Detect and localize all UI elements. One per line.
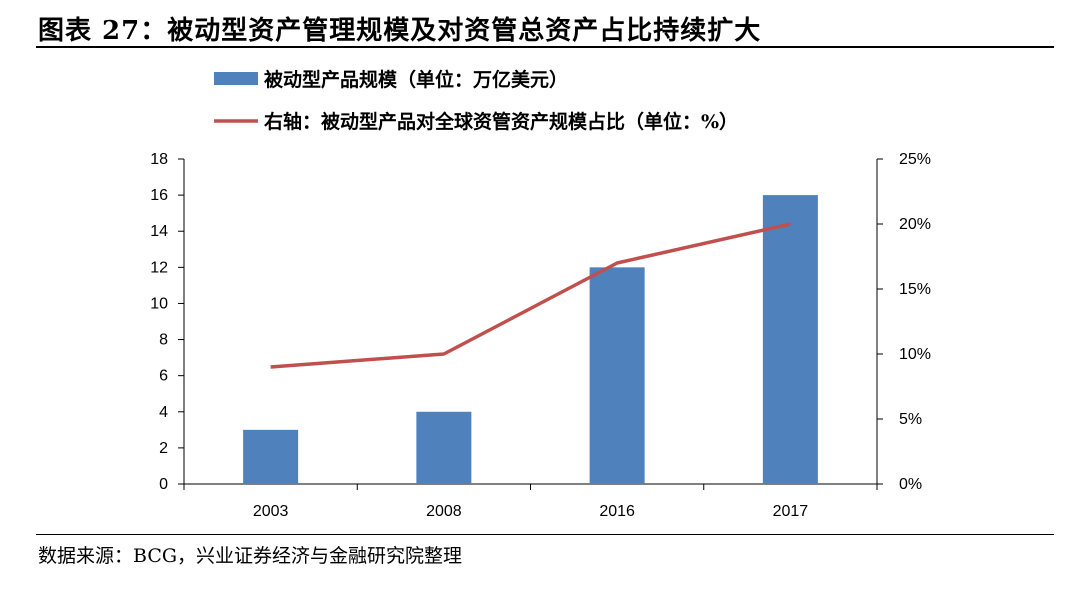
left-tick-label: 18 [150,151,168,168]
x-tick-label: 2008 [426,503,462,520]
x-tick-label: 2017 [773,503,809,520]
source-note: 数据来源：BCG，兴业证券经济与金融研究院整理 [38,545,463,567]
bar [416,411,472,484]
right-y-ticks: 0% 5% 10% 15% 20% 25% [877,151,931,493]
left-tick-label: 0 [159,476,168,493]
series-line [270,222,791,369]
left-tick-label: 16 [150,187,168,204]
legend: 被动型产品规模（单位：万亿美元） 右轴：被动型产品对全球资管资产规模占比（单位：… [214,68,738,133]
left-tick-label: 14 [150,223,168,240]
line-series [270,222,791,369]
right-tick-label: 15% [899,281,931,298]
right-tick-label: 25% [899,151,931,168]
legend-bar-label: 被动型产品规模（单位：万亿美元） [264,68,568,91]
right-tick-label: 10% [899,346,931,363]
x-tick-label: 2016 [599,503,635,520]
left-tick-label: 2 [159,440,168,457]
left-tick-label: 10 [150,295,168,312]
x-tick-label: 2003 [253,503,289,520]
legend-bar-swatch [214,72,258,85]
left-tick-label: 4 [159,404,168,421]
right-tick-label: 20% [899,216,931,233]
left-tick-label: 6 [159,368,168,385]
bar-series [243,195,818,484]
figure-title: 图表 27：被动型资产管理规模及对资管总资产占比持续扩大 [38,16,762,46]
left-tick-label: 12 [150,259,168,276]
source-rule [36,534,1054,535]
legend-line-label: 右轴：被动型产品对全球资管资产规模占比（单位：%） [263,110,738,133]
bar [589,267,645,484]
right-tick-label: 5% [899,411,922,428]
right-tick-label: 0% [899,476,922,493]
bar [762,195,818,484]
bar [243,429,299,484]
left-y-ticks: 0 2 4 6 8 10 12 14 16 18 [150,151,184,493]
left-tick-label: 8 [159,332,168,349]
title-rule [36,46,1054,48]
x-ticks: 2003 2008 2016 2017 [183,484,878,520]
